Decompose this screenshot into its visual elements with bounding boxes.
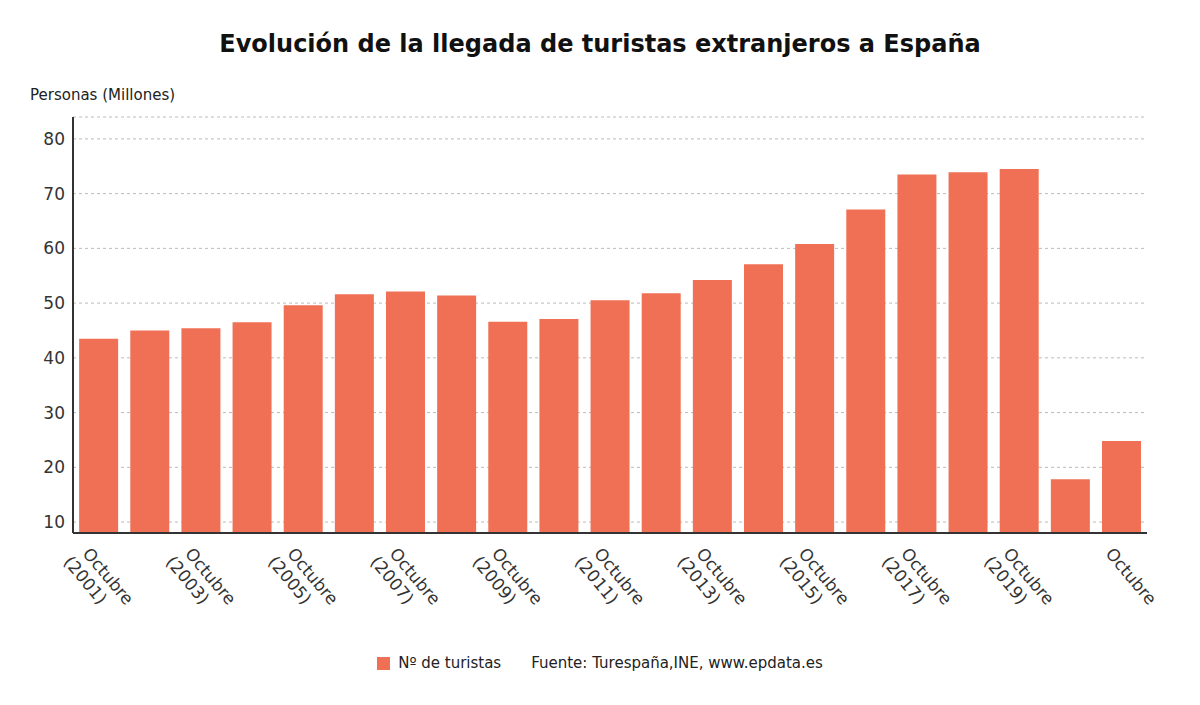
svg-text:Octubre: Octubre bbox=[1102, 544, 1161, 609]
svg-text:Octubre(2001): Octubre(2001) bbox=[60, 539, 138, 621]
svg-text:40: 40 bbox=[43, 348, 65, 368]
svg-text:Octubre(2003): Octubre(2003) bbox=[162, 539, 240, 621]
svg-text:30: 30 bbox=[43, 403, 65, 423]
svg-text:Octubre(2015): Octubre(2015) bbox=[776, 539, 854, 621]
svg-text:Octubre(2007): Octubre(2007) bbox=[366, 539, 444, 621]
html-text:Evolución de la llegada de tur: Evolución de la llegada de turistas extr… bbox=[219, 30, 981, 58]
svg-text:Octubre(2011): Octubre(2011) bbox=[571, 539, 649, 621]
svg-text:60: 60 bbox=[43, 238, 65, 258]
svg-text:50: 50 bbox=[43, 293, 65, 313]
svg-text:Octubre(2005): Octubre(2005) bbox=[264, 539, 342, 621]
svg-text:Octubre(2017): Octubre(2017) bbox=[878, 539, 956, 621]
svg-text:10: 10 bbox=[43, 512, 65, 532]
html-text:Personas (Millones): Personas (Millones) bbox=[30, 86, 176, 104]
svg-text:20: 20 bbox=[43, 457, 65, 477]
svg-text:80: 80 bbox=[43, 129, 65, 149]
svg-text:Octubre(2013): Octubre(2013) bbox=[673, 539, 751, 621]
svg-text:Octubre(2019): Octubre(2019) bbox=[980, 539, 1058, 621]
svg-text:Octubre(2009): Octubre(2009) bbox=[469, 539, 547, 621]
html-text:Nº de turistas: Nº de turistas bbox=[398, 654, 502, 672]
html-text:Fuente: Turespaña,INE, www.epd: Fuente: Turespaña,INE, www.epdata.es bbox=[531, 654, 823, 672]
svg-text:70: 70 bbox=[43, 184, 65, 204]
